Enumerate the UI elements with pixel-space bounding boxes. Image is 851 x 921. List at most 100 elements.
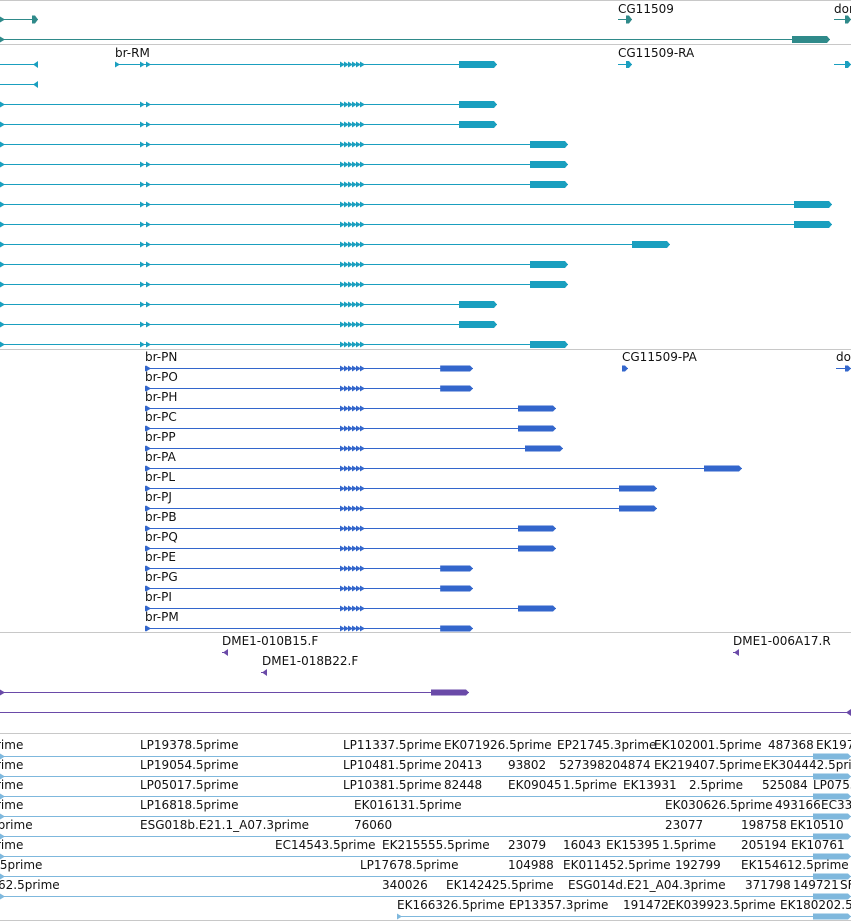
- feature-label-protein[interactable]: br-PN: [145, 350, 177, 364]
- feature-label-est[interactable]: rime: [0, 778, 23, 792]
- feature-label-est[interactable]: EK10510: [790, 818, 844, 832]
- feature-label-est[interactable]: EP21745.3prime: [557, 738, 656, 752]
- feature-label-est[interactable]: EC14543.5prime: [275, 838, 376, 852]
- protein-br-pa[interactable]: [145, 465, 742, 472]
- feature-label-est[interactable]: EK197: [816, 738, 851, 752]
- feature-label-est[interactable]: EK15395: [606, 838, 660, 852]
- feature-label-mrna[interactable]: CG11509-RA: [618, 46, 695, 60]
- est-row-7[interactable]: [0, 873, 851, 880]
- feature-label-est[interactable]: LP19054.5prime: [140, 758, 239, 772]
- feature-label-clone[interactable]: DME1-006A17.R: [733, 634, 831, 648]
- feature-label-gene[interactable]: dom: [834, 2, 851, 16]
- est-row-8[interactable]: [0, 893, 851, 900]
- est-row-6[interactable]: [0, 853, 851, 860]
- feature-label-est[interactable]: ESG018b.E21.1_A07.3prime: [140, 818, 309, 832]
- protein-br-pc[interactable]: [145, 425, 556, 432]
- feature-label-est[interactable]: 104988: [508, 858, 554, 872]
- clone-row-3[interactable]: [0, 689, 469, 696]
- mrna-row-3[interactable]: [0, 101, 497, 108]
- feature-label-est[interactable]: 93802: [508, 758, 546, 772]
- feature-label-est[interactable]: SF: [840, 878, 851, 892]
- feature-label-protein[interactable]: br-PJ: [145, 490, 172, 504]
- feature-label-est[interactable]: ESG014d.E21_A04.3prime: [568, 878, 726, 892]
- feature-label-est[interactable]: LP10481.5prime: [343, 758, 442, 772]
- feature-label-protein[interactable]: br-PP: [145, 430, 176, 444]
- feature-label-clone[interactable]: DME1-010B15.F: [222, 634, 318, 648]
- mrna-row-15[interactable]: [0, 341, 568, 348]
- feature-label-est[interactable]: 62.5prime: [0, 878, 60, 892]
- feature-label-protein[interactable]: br-PC: [145, 410, 177, 424]
- feature-label-est[interactable]: 487368: [768, 738, 814, 752]
- protein-dom[interactable]: [836, 365, 851, 372]
- feature-label-mrna[interactable]: br-RM: [115, 46, 150, 60]
- feature-label-est[interactable]: 16043: [563, 838, 601, 852]
- mrna-left-2[interactable]: [0, 81, 38, 88]
- gene-dom[interactable]: [834, 15, 851, 24]
- feature-label-protein[interactable]: br-PO: [145, 370, 178, 384]
- est-row-1[interactable]: [0, 753, 851, 760]
- feature-label-est[interactable]: 1.5prime: [662, 838, 716, 852]
- feature-label-protein[interactable]: CG11509-PA: [622, 350, 698, 364]
- feature-label-clone[interactable]: DME1-018B22.F: [262, 654, 358, 668]
- feature-label-protein[interactable]: br-PI: [145, 590, 172, 604]
- feature-label-est[interactable]: LP16818.5prime: [140, 798, 239, 812]
- clone-row-4[interactable]: [0, 709, 851, 716]
- feature-label-est[interactable]: LP17678.5prime: [360, 858, 459, 872]
- feature-label-est[interactable]: EK030626.5prime: [665, 798, 773, 812]
- feature-label-est[interactable]: 82448: [444, 778, 482, 792]
- feature-label-protein[interactable]: br-PA: [145, 450, 177, 464]
- feature-label-est[interactable]: EK102001.5prime: [654, 738, 762, 752]
- feature-label-est[interactable]: EK13931: [623, 778, 677, 792]
- feature-label-est[interactable]: 149721: [793, 878, 839, 892]
- feature-label-est[interactable]: LP10381.5prime: [343, 778, 442, 792]
- feature-label-est[interactable]: LP07539.5: [813, 778, 851, 792]
- protein-cg11509-pa[interactable]: [622, 365, 628, 372]
- feature-label-est[interactable]: rime: [0, 758, 23, 772]
- feature-label-est[interactable]: EK219407.5prime: [654, 758, 762, 772]
- clone-010b15[interactable]: [222, 649, 228, 656]
- feature-label-est[interactable]: 1.5prime: [563, 778, 617, 792]
- feature-label-est[interactable]: EK154612.5prime: [741, 858, 849, 872]
- mrna-row-10[interactable]: [0, 241, 670, 248]
- feature-label-est[interactable]: 493166: [775, 798, 821, 812]
- feature-label-est[interactable]: 2.5prime: [689, 778, 743, 792]
- mrna-row-4[interactable]: [0, 121, 497, 128]
- protein-br-pi[interactable]: [145, 605, 556, 612]
- feature-label-est[interactable]: 340026: [382, 878, 428, 892]
- feature-label-est[interactable]: EK166326.5prime: [397, 898, 505, 912]
- feature-label-est[interactable]: EK09045: [508, 778, 562, 792]
- mrna-left-1[interactable]: [0, 61, 38, 68]
- feature-label-est[interactable]: 23079: [508, 838, 546, 852]
- mrna-row-13[interactable]: [0, 301, 497, 308]
- feature-label-est[interactable]: EK016131.5prime: [354, 798, 462, 812]
- feature-label-est[interactable]: 525084: [762, 778, 808, 792]
- mrna-dom[interactable]: [834, 61, 851, 68]
- feature-label-est[interactable]: rime: [0, 838, 23, 852]
- gene-left[interactable]: [0, 15, 38, 24]
- feature-label-est[interactable]: 192799: [675, 858, 721, 872]
- feature-label-est[interactable]: LP05017.5prime: [140, 778, 239, 792]
- mrna-row-8[interactable]: [0, 201, 832, 208]
- feature-label-est[interactable]: 23077: [665, 818, 703, 832]
- feature-label-protein[interactable]: dom: [836, 350, 851, 364]
- protein-br-pe[interactable]: [145, 565, 473, 572]
- protein-br-pq[interactable]: [145, 545, 556, 552]
- protein-br-pb[interactable]: [145, 525, 556, 532]
- protein-br-pn[interactable]: [145, 365, 473, 372]
- feature-label-est[interactable]: 198758: [741, 818, 787, 832]
- feature-label-protein[interactable]: br-PG: [145, 570, 178, 584]
- feature-label-gene[interactable]: CG11509: [618, 2, 674, 16]
- protein-br-pl[interactable]: [145, 485, 657, 492]
- mrna-row-5[interactable]: [0, 141, 568, 148]
- mrna-cg11509-ra[interactable]: [618, 61, 632, 68]
- protein-br-pg[interactable]: [145, 585, 473, 592]
- feature-label-est[interactable]: EC33: [821, 798, 851, 812]
- mrna-row-7[interactable]: [0, 181, 568, 188]
- feature-label-est[interactable]: EK180202.5: [780, 898, 851, 912]
- est-row-9[interactable]: [397, 913, 851, 920]
- est-row-2[interactable]: [0, 773, 851, 780]
- feature-label-protein[interactable]: br-PQ: [145, 530, 178, 544]
- feature-label-est[interactable]: 76060: [354, 818, 392, 832]
- feature-label-est[interactable]: rime: [0, 738, 23, 752]
